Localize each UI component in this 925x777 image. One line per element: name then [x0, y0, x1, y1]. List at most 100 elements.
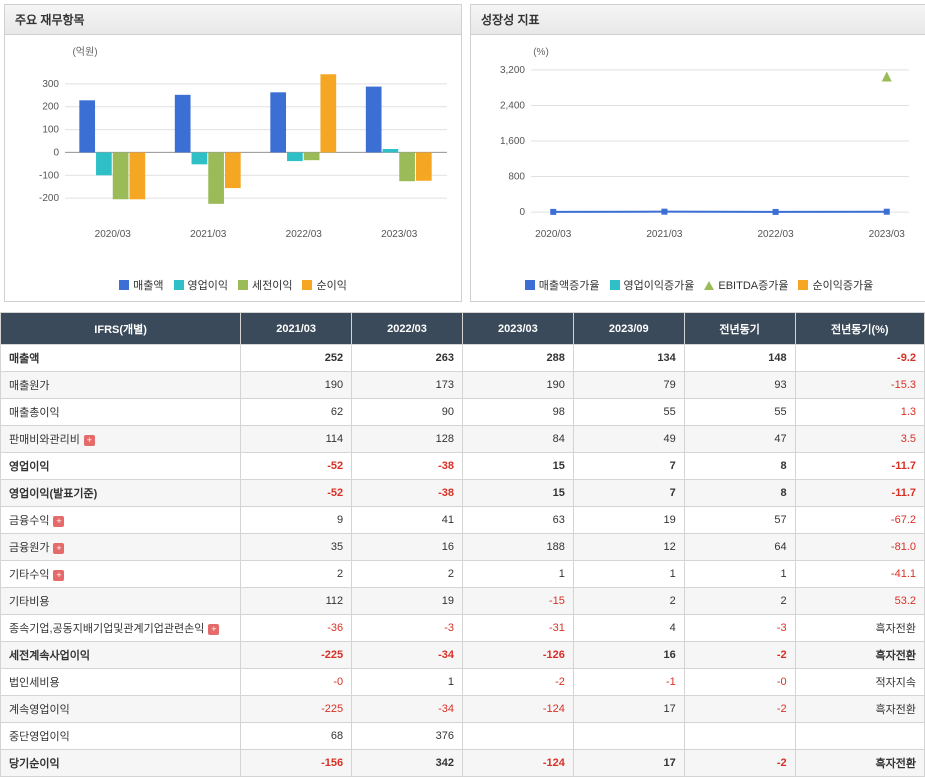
table-cell: -2: [684, 642, 795, 669]
table-cell: 1: [352, 669, 463, 696]
row-label: 금융원가+: [1, 534, 241, 561]
table-cell: 47: [684, 426, 795, 453]
table-cell: 7: [573, 480, 684, 507]
svg-text:2,400: 2,400: [500, 100, 525, 111]
row-label: 당기순이익: [1, 750, 241, 777]
table-row: 판매비와관리비+1141288449473.5: [1, 426, 925, 453]
table-cell: 190: [241, 372, 352, 399]
table-cell: -81.0: [795, 534, 924, 561]
svg-text:(억원): (억원): [72, 46, 97, 58]
row-label: 매출액: [1, 345, 241, 372]
table-cell: 53.2: [795, 588, 924, 615]
table-cell: 17: [573, 750, 684, 777]
panel-financial-items: 주요 재무항목 (억원)-200-10001002003002020/03202…: [4, 4, 462, 302]
table-cell: -36: [241, 615, 352, 642]
table-cell: -67.2: [795, 507, 924, 534]
table-row: 매출액252263288134148-9.2: [1, 345, 925, 372]
table-cell: -3: [684, 615, 795, 642]
table-row: 영업이익(발표기준)-52-381578-11.7: [1, 480, 925, 507]
table-cell: -2: [462, 669, 573, 696]
table-cell: 3.5: [795, 426, 924, 453]
svg-text:1,600: 1,600: [500, 136, 525, 147]
table-cell: 2: [241, 561, 352, 588]
svg-text:2022/03: 2022/03: [286, 229, 323, 240]
table-cell: [795, 723, 924, 750]
svg-text:200: 200: [42, 102, 59, 113]
table-column-header: 2021/03: [241, 313, 352, 345]
svg-text:-200: -200: [39, 193, 59, 204]
table-cell: 55: [573, 399, 684, 426]
row-label: 세전계속사업이익: [1, 642, 241, 669]
table-cell: -2: [684, 696, 795, 723]
legend-marker: [704, 281, 714, 290]
row-label: 중단영업이익: [1, 723, 241, 750]
table-cell: 148: [684, 345, 795, 372]
legend-item: 매출액: [119, 277, 163, 293]
expand-icon[interactable]: +: [53, 570, 64, 581]
legend-label: 매출액증가율: [539, 277, 600, 293]
row-label: 판매비와관리비+: [1, 426, 241, 453]
table-cell: 62: [241, 399, 352, 426]
table-cell: -156: [241, 750, 352, 777]
table-row: 기타수익+22111-41.1: [1, 561, 925, 588]
table-cell: -52: [241, 480, 352, 507]
svg-text:100: 100: [42, 125, 59, 136]
table-cell: 8: [684, 453, 795, 480]
table-cell: -124: [462, 696, 573, 723]
table-cell: -225: [241, 696, 352, 723]
table-cell: [462, 723, 573, 750]
chart-panels: 주요 재무항목 (억원)-200-10001002003002020/03202…: [0, 0, 925, 306]
panel1-body: (억원)-200-10001002003002020/032021/032022…: [5, 35, 461, 301]
table-cell: -34: [352, 642, 463, 669]
financial-table: IFRS(개별)2021/032022/032023/032023/09전년동기…: [0, 312, 925, 777]
table-header-row: IFRS(개별)2021/032022/032023/032023/09전년동기…: [1, 313, 925, 345]
legend-marker: [610, 280, 620, 290]
table-cell: -38: [352, 480, 463, 507]
table-column-header: 전년동기(%): [795, 313, 924, 345]
legend-marker: [798, 280, 808, 290]
table-row: 금융원가+35161881264-81.0: [1, 534, 925, 561]
table-cell: -124: [462, 750, 573, 777]
table-cell: 49: [573, 426, 684, 453]
table-cell: 9: [241, 507, 352, 534]
panel2-body: (%)08001,6002,4003,2002020/032021/032022…: [471, 35, 925, 301]
row-label: 금융수익+: [1, 507, 241, 534]
table-cell: 57: [684, 507, 795, 534]
expand-icon[interactable]: +: [84, 435, 95, 446]
table-cell: 35: [241, 534, 352, 561]
panel-growth-indicators: 성장성 지표 (%)08001,6002,4003,2002020/032021…: [470, 4, 925, 302]
table-column-header: 2023/03: [462, 313, 573, 345]
table-cell: -1: [573, 669, 684, 696]
table-cell: -225: [241, 642, 352, 669]
svg-text:3,200: 3,200: [500, 65, 525, 76]
table-column-header: 2022/03: [352, 313, 463, 345]
legend-item: 영업이익증가율: [610, 277, 695, 293]
line-chart-legend: 매출액증가율영업이익증가율EBITDA증가율순이익증가율: [475, 273, 923, 297]
legend-item: EBITDA증가율: [704, 277, 788, 293]
expand-icon[interactable]: +: [53, 516, 64, 527]
table-cell: 적자지속: [795, 669, 924, 696]
row-label: 매출총이익: [1, 399, 241, 426]
table-cell: 1: [573, 561, 684, 588]
table-cell: -3: [352, 615, 463, 642]
table-cell: 12: [573, 534, 684, 561]
row-label: 계속영업이익: [1, 696, 241, 723]
table-cell: 1: [462, 561, 573, 588]
table-cell: -52: [241, 453, 352, 480]
row-label: 기타비용: [1, 588, 241, 615]
legend-swatch: [238, 280, 248, 290]
table-row: 법인세비용-01-2-1-0적자지속: [1, 669, 925, 696]
expand-icon[interactable]: +: [53, 543, 64, 554]
table-cell: 15: [462, 480, 573, 507]
svg-text:0: 0: [519, 207, 525, 218]
table-cell: 90: [352, 399, 463, 426]
table-row: 매출원가1901731907993-15.3: [1, 372, 925, 399]
table-cell: -11.7: [795, 453, 924, 480]
legend-label: 순이익: [316, 277, 346, 293]
table-row: 종속기업,공동지배기업및관계기업관련손익+-36-3-314-3흑자전환: [1, 615, 925, 642]
table-cell: 252: [241, 345, 352, 372]
table-cell: 84: [462, 426, 573, 453]
table-cell: 7: [573, 453, 684, 480]
expand-icon[interactable]: +: [208, 624, 219, 635]
table-cell: 2: [684, 588, 795, 615]
